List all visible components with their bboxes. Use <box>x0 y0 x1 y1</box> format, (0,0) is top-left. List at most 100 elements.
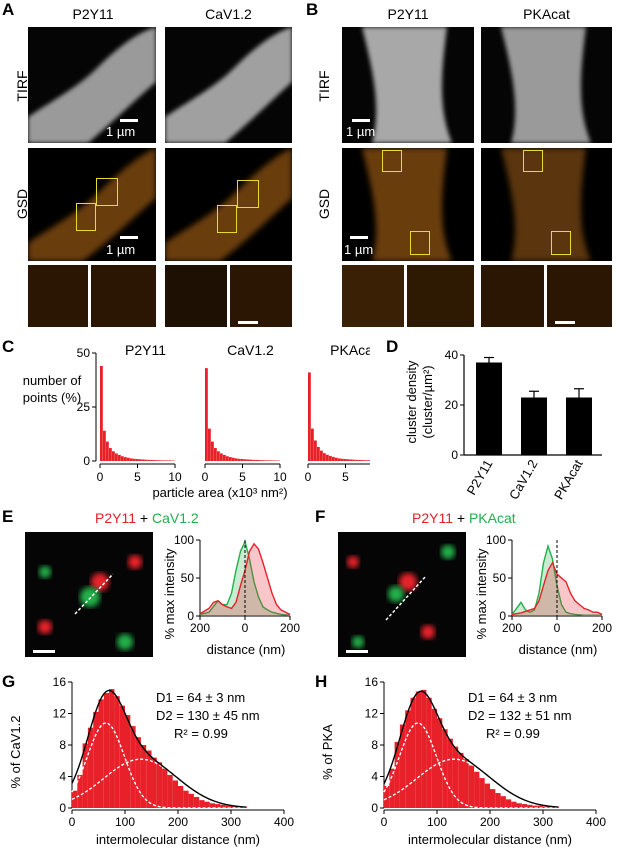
y-tick-label: 25 <box>77 400 91 414</box>
panel-label-a: A <box>2 0 15 19</box>
hist-bar <box>145 459 148 461</box>
y-tick-label: 20 <box>445 398 459 412</box>
y-tick-label: 0 <box>83 454 90 468</box>
distance-bar <box>98 699 104 808</box>
distance-bar <box>421 689 427 808</box>
hist-bar <box>268 460 271 461</box>
hist-bar <box>133 458 136 461</box>
distance-bar <box>548 806 554 808</box>
distance-bar <box>511 801 517 808</box>
distance-bar <box>463 759 469 808</box>
distance-bar <box>183 790 189 808</box>
roi-box <box>96 178 118 206</box>
category-label: PKAcat <box>551 457 586 502</box>
distance-bar <box>114 696 120 808</box>
hist-bar <box>217 451 220 461</box>
hist-bar <box>256 460 259 461</box>
distance-bar <box>479 778 485 808</box>
hist-bar <box>106 441 109 461</box>
hist-bar <box>166 460 169 461</box>
y-tick-label: 4 <box>371 770 378 784</box>
hist-bar <box>100 365 103 461</box>
y-tick-label: 0 <box>499 609 506 623</box>
profile-line <box>511 543 602 616</box>
legend-p2y11: P2Y11 <box>412 510 453 526</box>
x-tick-label: 300 <box>221 815 241 829</box>
scale-label: 1 µm <box>106 124 136 139</box>
hist-bar <box>151 460 154 461</box>
profile-area <box>512 562 602 616</box>
legend-plus: + <box>453 510 469 526</box>
roi-box <box>382 150 402 172</box>
x-tick-label: 200 <box>280 621 300 635</box>
scale-bar <box>350 236 368 239</box>
panel-b-title-right-text: PKAcat <box>523 6 570 22</box>
hist-bar <box>344 459 347 461</box>
density-bar <box>476 362 502 455</box>
distance-bar <box>204 801 210 808</box>
merge-spots-svg <box>38 555 142 650</box>
panel-g-ann1: D1 = 64 ± 3 nm <box>156 690 245 705</box>
distance-bar <box>442 729 448 808</box>
panel-g-ann3: R² = 0.99 <box>174 726 228 741</box>
hist-bar <box>265 460 268 461</box>
distance-bar <box>225 805 231 808</box>
y-tick-label: 8 <box>59 738 66 752</box>
zoom-crop <box>28 265 88 327</box>
y-tick-label: 50 <box>181 571 195 585</box>
panel-g-chart: 0 4 8 12 16 0 100 200 300 400 <box>53 675 295 829</box>
hist-bar <box>223 454 226 461</box>
distance-bar <box>93 711 99 808</box>
distance-bar <box>490 789 496 808</box>
hist-bar <box>238 458 241 461</box>
hist-bar <box>320 450 323 461</box>
scale-bar <box>352 119 370 122</box>
hist-bar <box>220 453 223 461</box>
panel-b-title-left-text: P2Y11 <box>387 6 429 22</box>
y-tick-label: 12 <box>53 707 67 721</box>
distance-bar <box>458 752 464 808</box>
x-tick-label: 10 <box>273 470 287 484</box>
distance-bar <box>162 768 168 808</box>
panel-g-ylabel: % of CaV1.2 <box>8 716 23 789</box>
scale-bar <box>238 321 258 324</box>
tirf-cell-svg <box>501 27 591 143</box>
panel-d-ylabel-1: cluster density <box>404 360 419 444</box>
distance-bar <box>135 737 141 808</box>
hist-bar <box>353 459 356 461</box>
scale-bar <box>120 119 138 122</box>
hist-bar <box>368 460 370 461</box>
distance-bar <box>415 691 422 808</box>
x-tick-label: 200 <box>168 815 188 829</box>
panel-g-svg: % of CaV1.2 0 4 8 12 16 0 100 200 300 400 intermo… <box>8 675 295 847</box>
tirf-image-cav12-a <box>165 27 292 143</box>
panel-a-title-right-text: CaV1.2 <box>205 6 252 22</box>
roi-box <box>76 203 96 231</box>
hist-bar <box>142 459 145 461</box>
gsd-cell-svg <box>501 148 591 261</box>
distance-bar <box>215 804 221 808</box>
distance-bar <box>178 785 184 808</box>
distance-bar <box>209 803 216 808</box>
y-tick-label: 40 <box>445 348 459 362</box>
distance-bar <box>405 710 411 808</box>
panel-h-ann3: R² = 0.99 <box>486 726 540 741</box>
x-tick-label: 0 <box>69 815 76 829</box>
hist-bar <box>235 458 238 461</box>
zoom-crop <box>547 265 612 327</box>
legend-pkacat: PKAcat <box>468 510 516 526</box>
hist-bar <box>362 460 365 461</box>
hist-title: PKAcat <box>330 342 370 358</box>
panel-a-title-left: P2Y11 <box>40 6 146 22</box>
distance-bar <box>399 724 406 808</box>
hist-bar <box>338 458 341 461</box>
distance-bar <box>199 800 205 808</box>
hist-bar <box>341 458 344 461</box>
distance-bar <box>410 697 416 808</box>
hist-bar <box>359 460 362 461</box>
distance-bar <box>103 693 110 808</box>
scale-label: 1 µm <box>106 242 136 257</box>
distance-bar <box>146 750 152 808</box>
